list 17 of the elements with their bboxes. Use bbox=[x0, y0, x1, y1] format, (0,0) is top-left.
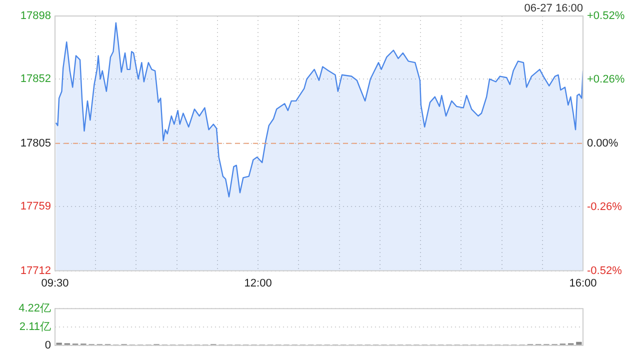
x-tick-label: 09:30 bbox=[41, 277, 69, 290]
y-tick-label: 17898 bbox=[20, 10, 51, 22]
y-tick-label: 4.22亿 bbox=[18, 302, 51, 315]
x-tick-label: 16:00 bbox=[569, 277, 597, 290]
y2-tick-label: -0.26% bbox=[587, 201, 622, 214]
x-tick-label: 12:00 bbox=[244, 277, 272, 290]
y-tick-label: 17805 bbox=[20, 137, 51, 150]
y2-tick-label: +0.26% bbox=[587, 74, 625, 86]
text: 06-27 16:00 bbox=[524, 2, 583, 15]
y2-tick-label: 0.00% bbox=[587, 137, 618, 150]
y2-tick-label: -0.52% bbox=[587, 264, 622, 277]
y-tick-label: 0 bbox=[44, 339, 51, 352]
y-tick-label: 17852 bbox=[20, 73, 51, 86]
y2-tick-label: +0.52% bbox=[587, 10, 625, 22]
y-tick-label: 17712 bbox=[20, 264, 51, 277]
y-tick-label: 17759 bbox=[20, 200, 51, 212]
y-tick-label: 2.11亿 bbox=[19, 321, 51, 334]
